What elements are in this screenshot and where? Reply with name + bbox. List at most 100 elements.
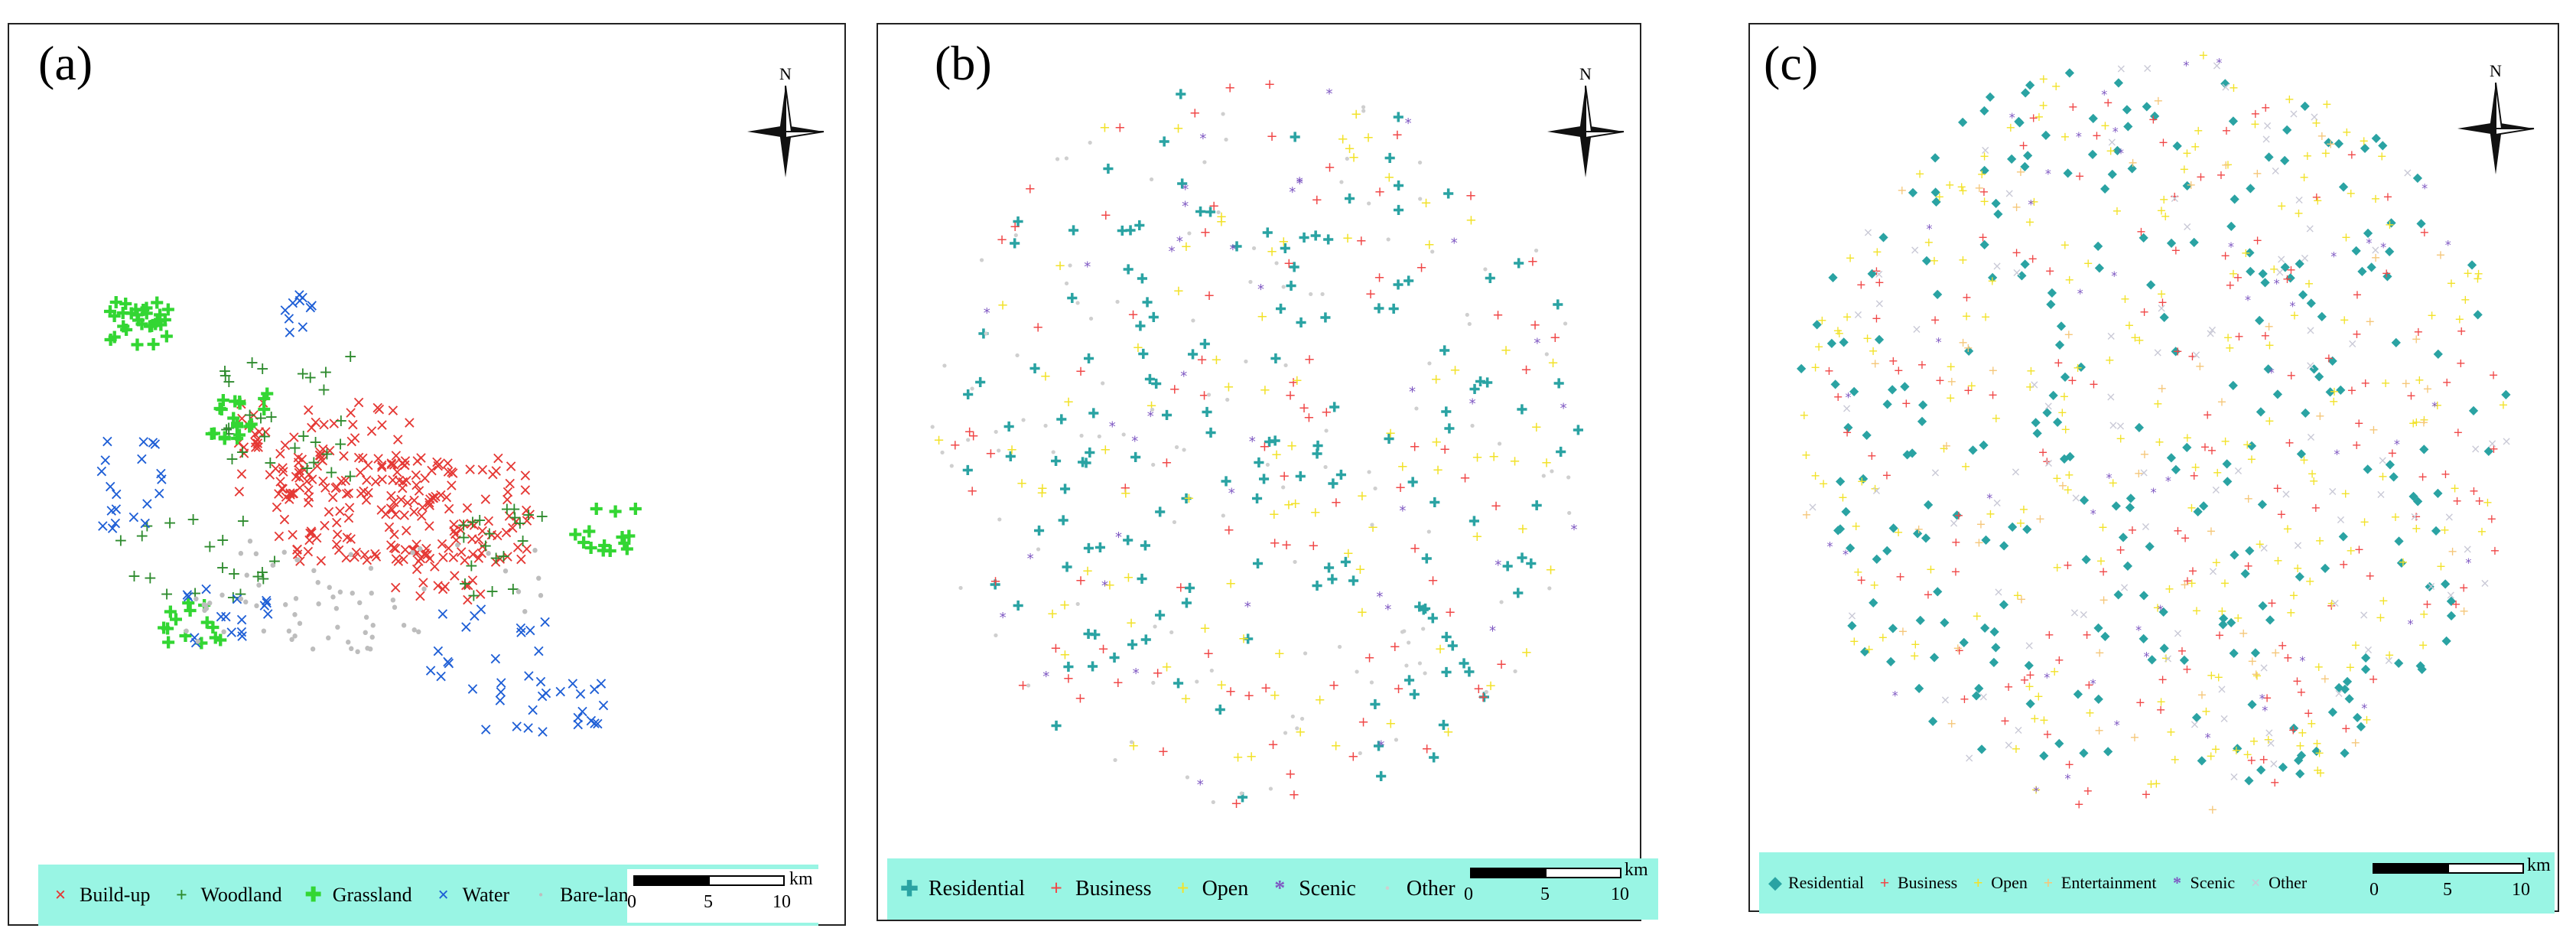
- map-marker: ◆: [2080, 492, 2090, 506]
- map-marker: ×: [2029, 377, 2039, 392]
- map-marker: ✚: [1144, 372, 1156, 388]
- map-marker: +: [2285, 92, 2295, 106]
- map-marker: +: [2171, 243, 2181, 258]
- scale-tick: 10: [772, 892, 791, 912]
- map-marker: +: [1054, 258, 1065, 274]
- map-marker: +: [2263, 732, 2273, 747]
- map-marker: ◆: [2171, 343, 2181, 357]
- map-marker: *: [1451, 236, 1458, 252]
- map-marker: *: [2330, 249, 2337, 263]
- map-marker: +: [964, 424, 975, 440]
- map-marker: ×: [514, 619, 528, 638]
- map-marker: ✚: [260, 386, 274, 405]
- map-marker: ✚: [1124, 223, 1136, 239]
- map-marker: ◆: [2289, 720, 2299, 734]
- map-marker: ✚: [103, 331, 117, 350]
- map-marker: ×: [219, 607, 233, 627]
- map-marker: ×: [423, 490, 437, 510]
- map-marker: +: [1527, 253, 1538, 269]
- map-marker: +: [1342, 546, 1354, 562]
- map-marker: ◆: [1839, 334, 1849, 349]
- map-marker: ×: [352, 448, 366, 467]
- map-marker: +: [1888, 353, 1898, 368]
- map-marker: ×: [295, 288, 309, 308]
- map-marker: +: [1472, 450, 1483, 466]
- map-marker: ✚: [974, 375, 986, 391]
- map-marker: ×: [2259, 541, 2269, 555]
- map-marker: +: [308, 433, 322, 452]
- map-marker: +: [1395, 480, 1407, 496]
- map-marker: ×: [434, 667, 447, 686]
- map-marker: •: [938, 445, 947, 461]
- map-marker: ×: [370, 399, 384, 418]
- map-marker: +: [2452, 493, 2462, 508]
- map-marker: +: [2340, 487, 2350, 501]
- map-marker: +: [1050, 640, 1062, 656]
- map-marker: ✚: [1029, 361, 1040, 377]
- map-marker: +: [2073, 796, 2083, 811]
- map-marker: ◆: [2020, 158, 2030, 173]
- map-marker: *: [1296, 176, 1303, 192]
- map-marker: ×: [2294, 193, 2304, 207]
- map-marker: ◆: [1940, 614, 1950, 629]
- map-marker: ×: [514, 550, 528, 569]
- map-marker: ✚: [582, 523, 596, 542]
- map-marker: ×: [346, 415, 359, 435]
- map-marker: ✚: [1440, 404, 1452, 420]
- map-marker: +: [1545, 562, 1556, 578]
- map-marker: ×: [235, 627, 249, 646]
- map-marker: ✚: [218, 430, 232, 449]
- map-marker: ×: [387, 456, 401, 475]
- map-marker: ✚: [1469, 514, 1480, 530]
- map-marker: +: [2200, 440, 2210, 454]
- map-marker: ✚: [140, 305, 154, 324]
- map-marker: ×: [2219, 712, 2229, 726]
- map-marker: +: [2156, 287, 2166, 301]
- map-marker: ◆: [1986, 89, 1995, 103]
- map-marker: ✚: [1393, 203, 1404, 219]
- map-marker: ×: [436, 580, 450, 599]
- map-marker: +: [2057, 478, 2067, 493]
- map-marker: ×: [566, 675, 580, 694]
- map-marker: ×: [2116, 61, 2126, 76]
- map-marker: +: [2073, 360, 2083, 375]
- map-marker: ◆: [1841, 503, 1851, 518]
- map-marker: +: [1946, 359, 1956, 373]
- map-marker: ◆: [2230, 547, 2239, 562]
- map-marker: +: [2314, 660, 2324, 674]
- map-marker: +: [2370, 191, 2380, 206]
- map-marker: •: [1400, 624, 1408, 640]
- map-marker: +: [2303, 706, 2313, 721]
- map-marker: +: [1442, 725, 1454, 741]
- map-marker: •: [287, 631, 297, 650]
- map-marker: +: [508, 508, 522, 527]
- map-marker: +: [1211, 352, 1222, 368]
- legend-symbol: +: [1973, 873, 1983, 892]
- map-marker: ×: [535, 687, 549, 706]
- map-marker: +: [1979, 184, 1989, 199]
- map-marker: ×: [590, 715, 604, 734]
- map-marker: ×: [136, 433, 150, 452]
- map-marker: ✚: [1421, 552, 1433, 568]
- map-marker: ✚: [597, 542, 610, 562]
- map-marker: ×: [389, 578, 402, 598]
- map-marker: ◆: [1931, 184, 1941, 199]
- map-marker: ×: [514, 623, 528, 642]
- map-marker: ◆: [2139, 588, 2149, 602]
- map-marker: ×: [1949, 516, 1959, 530]
- map-marker: ×: [350, 543, 363, 562]
- map-marker: ×: [392, 471, 406, 490]
- map-marker: +: [2187, 576, 2197, 591]
- map-marker: ✚: [213, 400, 226, 419]
- map-marker: ×: [2384, 653, 2394, 668]
- map-marker: ◆: [2218, 616, 2228, 630]
- map-marker: ×: [2262, 118, 2272, 132]
- map-marker: +: [2342, 125, 2352, 139]
- legend-item: · Bare-land: [529, 884, 639, 907]
- map-marker: ✚: [1262, 225, 1273, 241]
- map-marker: +: [2099, 592, 2109, 607]
- map-marker: *: [2205, 731, 2211, 745]
- map-marker: ×: [398, 540, 412, 559]
- map-marker: ✚: [1447, 639, 1459, 655]
- map-marker: ×: [2426, 578, 2436, 593]
